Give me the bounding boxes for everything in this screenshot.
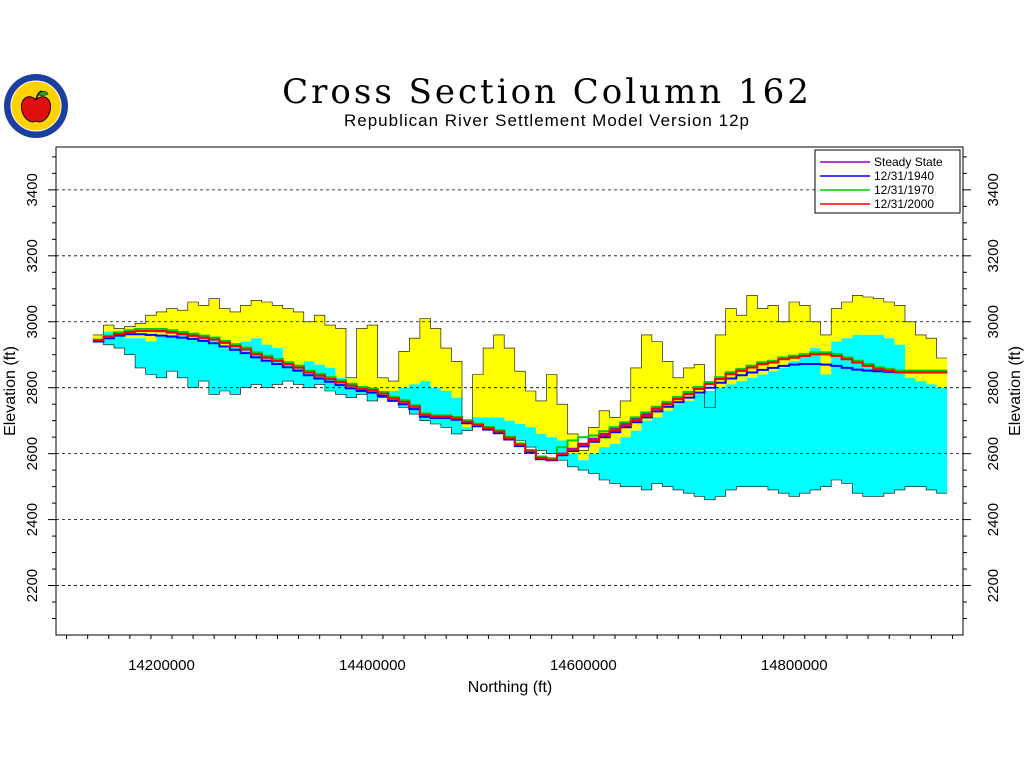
upper-layer-fill	[92, 295, 948, 461]
y-tick-label-right: 3000	[985, 305, 1002, 338]
water-level-lines	[92, 328, 948, 462]
legend: Steady State12/31/194012/31/197012/31/20…	[814, 149, 961, 214]
chart-title: Cross Section Column 162	[282, 72, 812, 112]
chart-subtitle: Republican River Settlement Model Versio…	[344, 111, 750, 130]
y-tick-label-right: 2200	[985, 569, 1002, 602]
y-tick-label-left: 3200	[24, 239, 41, 272]
x-tick-label: 14200000	[128, 657, 195, 674]
y-tick-label-right: 2600	[985, 437, 1002, 470]
y-tick-label-right: 3200	[985, 239, 1002, 272]
y-tick-label-right: 2400	[985, 503, 1002, 536]
axis-ticks	[48, 156, 971, 639]
land-surface-outline	[92, 295, 948, 451]
legend-label: 12/31/2000	[874, 197, 934, 211]
series-line	[92, 333, 948, 462]
legend-label: 12/31/1940	[874, 169, 934, 183]
x-tick-label: 14400000	[339, 657, 406, 674]
y-tick-label-left: 2400	[24, 503, 41, 536]
y-axis-label-right: Elevation (ft)	[1007, 346, 1024, 436]
y-tick-label-right: 3400	[985, 173, 1002, 206]
layer-fills	[92, 295, 948, 501]
agency-seal-logo	[0, 70, 72, 142]
y-tick-label-left: 2800	[24, 371, 41, 404]
gridlines	[56, 189, 963, 586]
y-axis-label-left: Elevation (ft)	[2, 346, 19, 436]
x-tick-label: 14800000	[761, 657, 828, 674]
axis-tick-labels: 14200000 14400000 14600000 14800000 2200 2200…	[24, 173, 1002, 674]
y-tick-label-right: 2800	[985, 371, 1002, 404]
y-tick-label-left: 3400	[24, 173, 41, 206]
legend-box	[814, 149, 961, 214]
x-axis-label: Northing (ft)	[468, 679, 552, 696]
legend-label: Steady State	[874, 155, 943, 169]
y-tick-label-left: 3000	[24, 305, 41, 338]
legend-label: 12/31/1970	[874, 183, 934, 197]
aquifer-layer-fill	[92, 331, 948, 500]
y-tick-label-left: 2600	[24, 437, 41, 470]
x-tick-label: 14600000	[550, 657, 617, 674]
series-line	[92, 330, 948, 461]
y-tick-label-left: 2200	[24, 569, 41, 602]
